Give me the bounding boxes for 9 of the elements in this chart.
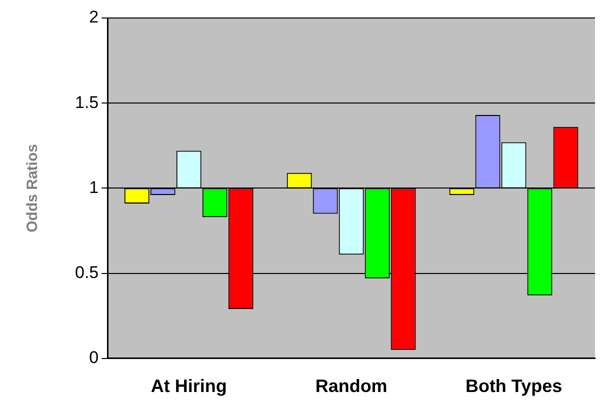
x-tick-label: At Hiring [150,376,227,396]
x-tick-label: Random [315,376,388,396]
x-tick-label: Both Types [465,376,562,396]
y-tick-label: 1 [89,178,99,197]
y-tick-label: 0 [89,348,99,368]
y-tick-label: 2 [89,8,99,27]
y-tick-label: 1.5 [74,92,99,112]
y-tick-label: 0.5 [74,262,99,282]
y-axis-title: Odds Ratios [24,144,42,232]
